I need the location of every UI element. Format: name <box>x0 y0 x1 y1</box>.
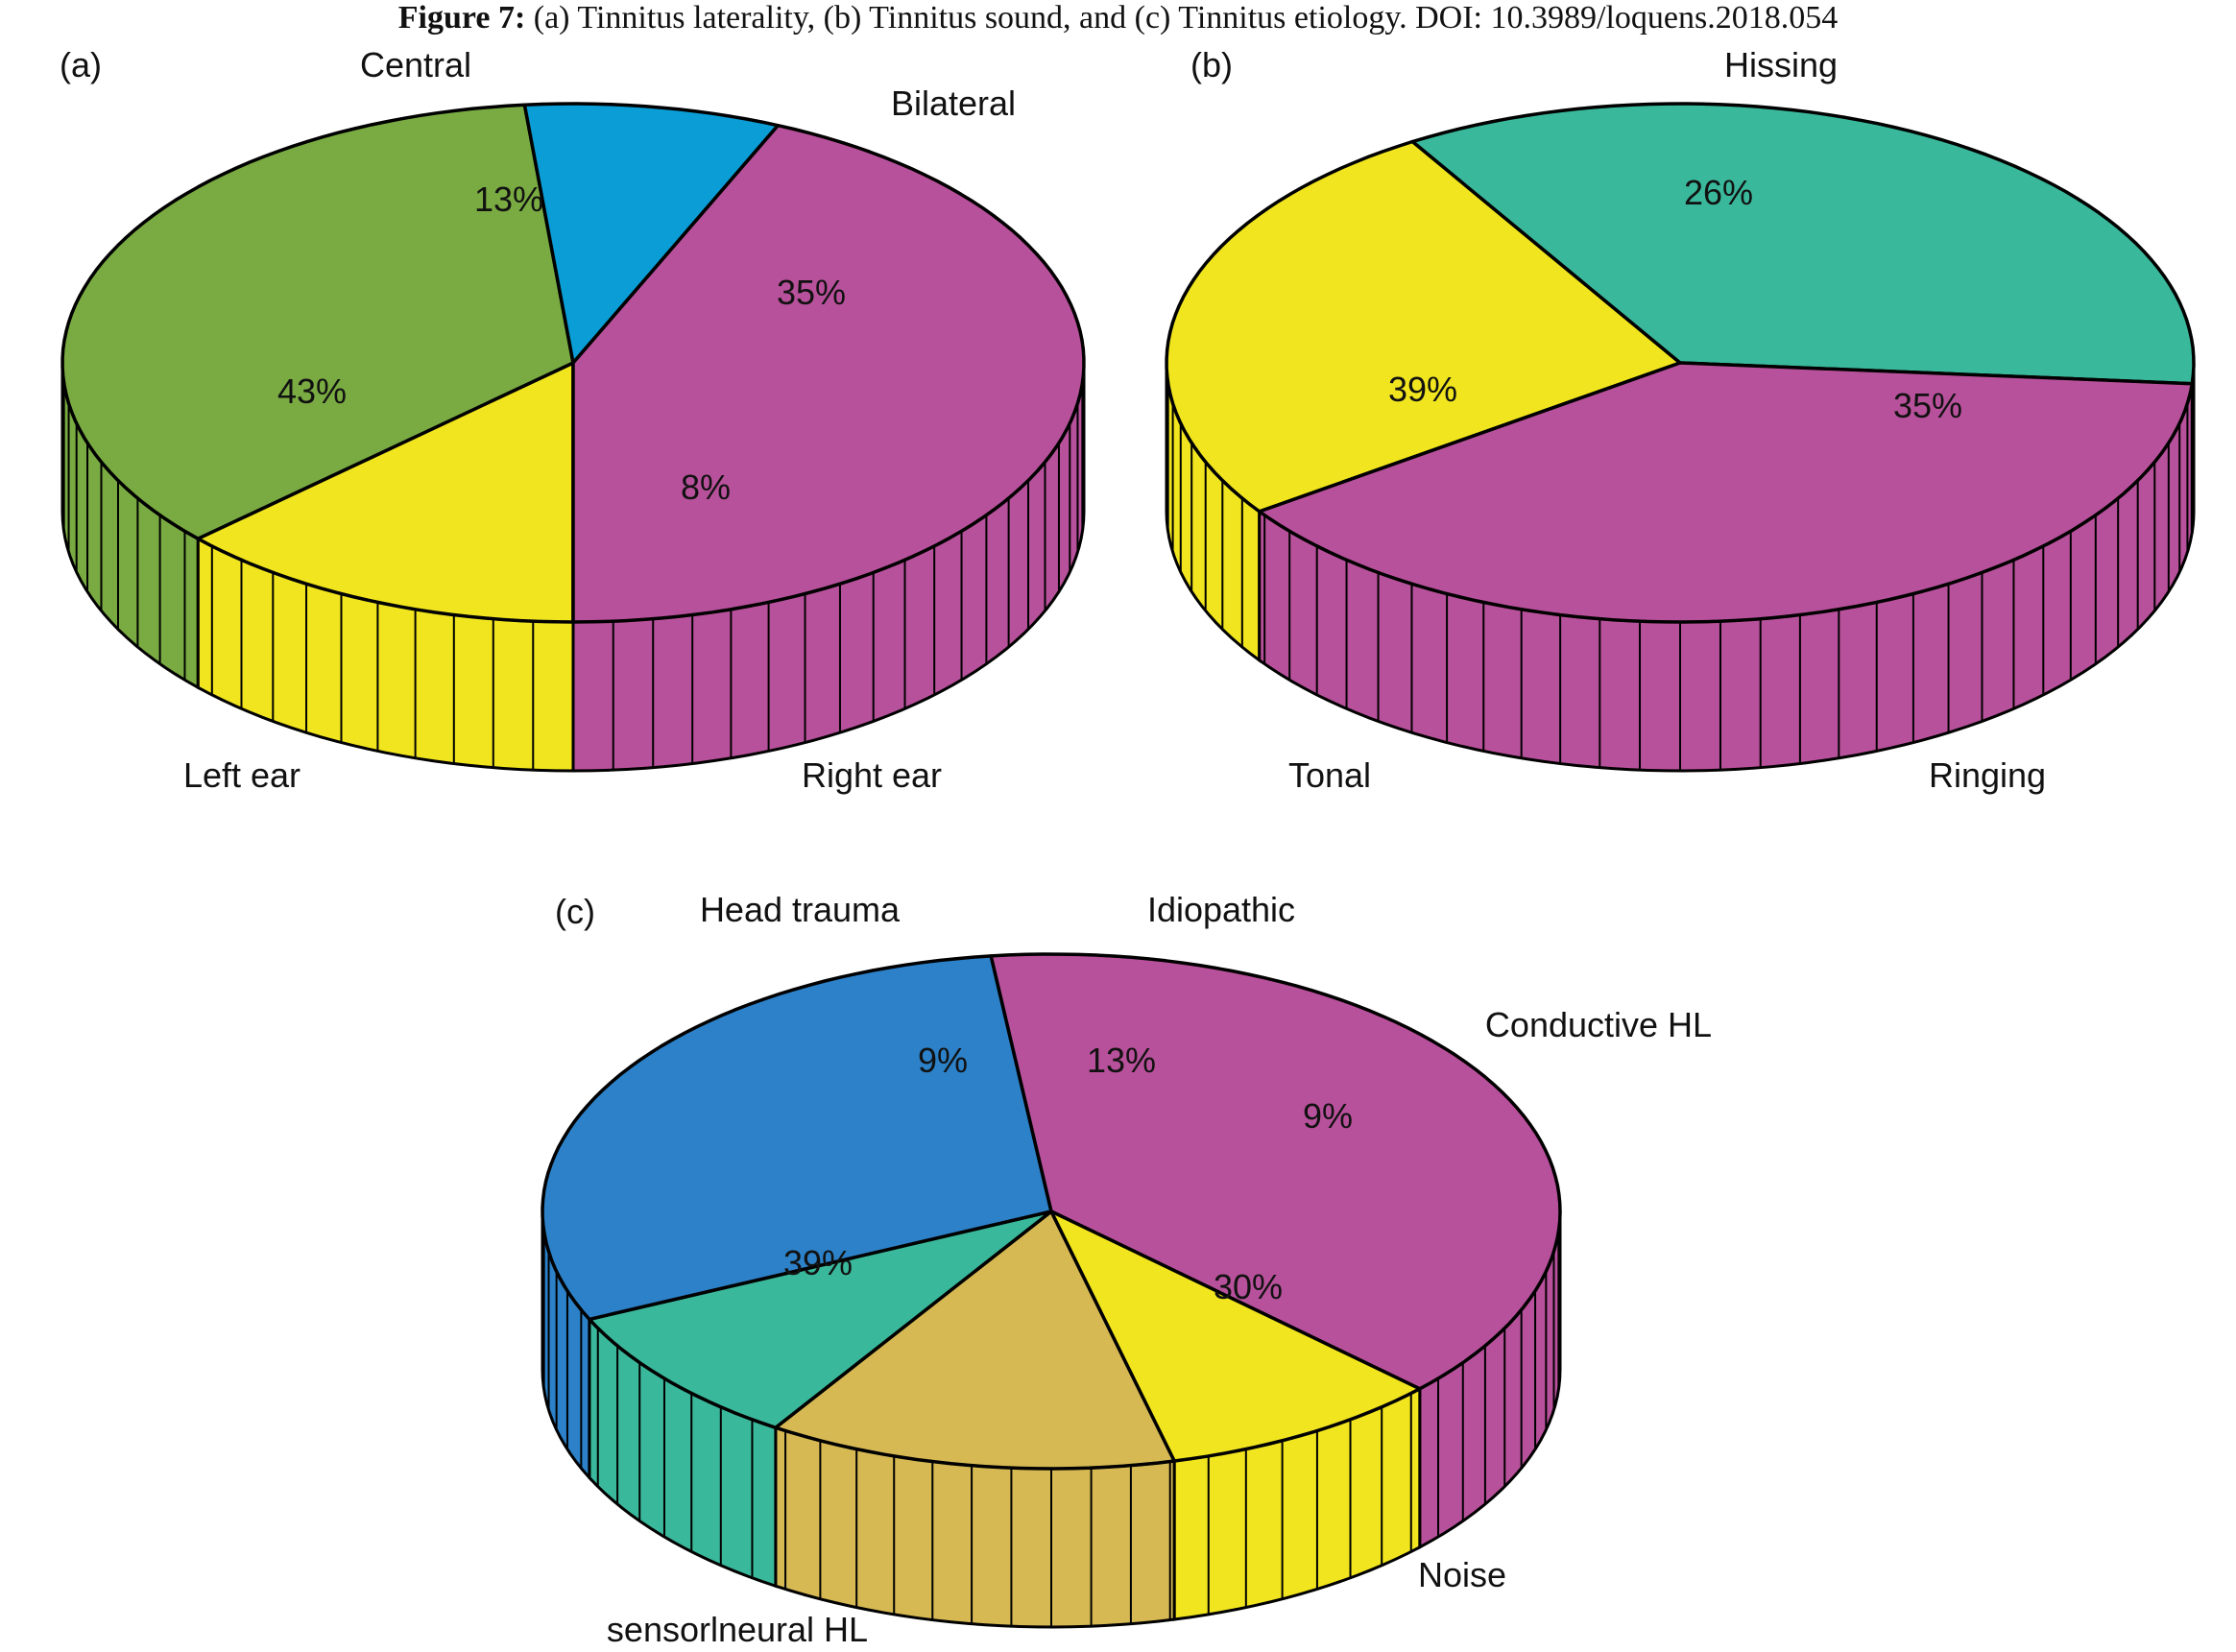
percent-label-idiopathic: 13% <box>1087 1041 1156 1080</box>
percent-label-head-trauma: 9% <box>918 1041 968 1080</box>
slice-bilateral <box>60 103 575 540</box>
slice-idiopathic <box>774 1209 1176 1471</box>
percent-label-right-ear: 8% <box>681 467 731 507</box>
slice-label-tonal: Tonal <box>1288 755 1371 795</box>
slice-central <box>196 361 575 624</box>
pie-chart-a: (a) Central 13% Bilateral 35% Right ear 8% Left… <box>60 45 1086 795</box>
percent-label-conductive-hl: 9% <box>1303 1096 1353 1136</box>
slice-noise <box>541 954 1053 1322</box>
panel-label: (a) <box>60 45 102 84</box>
slice-hissing <box>1165 139 1682 514</box>
panel-label: (c) <box>555 892 595 931</box>
percent-label-tonal: 39% <box>1388 370 1457 409</box>
pie-chart-c: (c) Idiopathic 13% Conductive HL 9% Noise 30% s… <box>541 890 1712 1649</box>
percent-label-central: 13% <box>474 180 543 219</box>
slice-tonal <box>1258 361 2195 624</box>
percent-label-left-ear: 43% <box>277 371 347 411</box>
percent-label-hissing: 26% <box>1684 173 1753 212</box>
slice-conductive-hl <box>588 1209 1053 1430</box>
slice-label-idiopathic: Idiopathic <box>1147 890 1295 929</box>
slice-sensorlneural-hl <box>989 952 1562 1391</box>
percent-label-ringing: 35% <box>1893 386 1962 425</box>
slice-left-ear <box>571 123 1086 624</box>
slice-label-noise: Noise <box>1418 1555 1506 1594</box>
caption-label: Figure 7: <box>397 0 526 36</box>
slice-label-ringing: Ringing <box>1929 755 2046 795</box>
slice-label-conductive-hl: Conductive HL <box>1485 1005 1712 1044</box>
slice-label-sensorlneural-hl: sensorlneural HL <box>607 1610 868 1649</box>
slice-label-bilateral: Bilateral <box>891 84 1016 123</box>
slice-head-trauma <box>1049 1209 1422 1463</box>
slice-label-right-ear: Right ear <box>802 755 942 795</box>
panel-label: (b) <box>1190 45 1233 84</box>
caption-text: (a) Tinnitus laterality, (b) Tinnitus so… <box>533 0 1839 36</box>
slice-ringing <box>1410 102 2196 386</box>
slice-label-left-ear: Left ear <box>183 755 301 795</box>
pie-chart-b: (b) Hissing 26% Ringing 35% Tonal 39% <box>1165 45 2196 795</box>
slice-right-ear <box>522 102 781 365</box>
figure-caption: Figure 7: (a) Tinnitus laterality, (b) T… <box>0 0 2236 48</box>
percent-label-sensorlneural-hl: 39% <box>783 1243 853 1282</box>
percent-label-bilateral: 35% <box>777 273 846 312</box>
slice-label-central: Central <box>360 45 471 84</box>
slice-label-hissing: Hissing <box>1724 45 1838 84</box>
slice-label-head-trauma: Head trauma <box>700 890 901 929</box>
percent-label-noise: 30% <box>1214 1267 1283 1306</box>
